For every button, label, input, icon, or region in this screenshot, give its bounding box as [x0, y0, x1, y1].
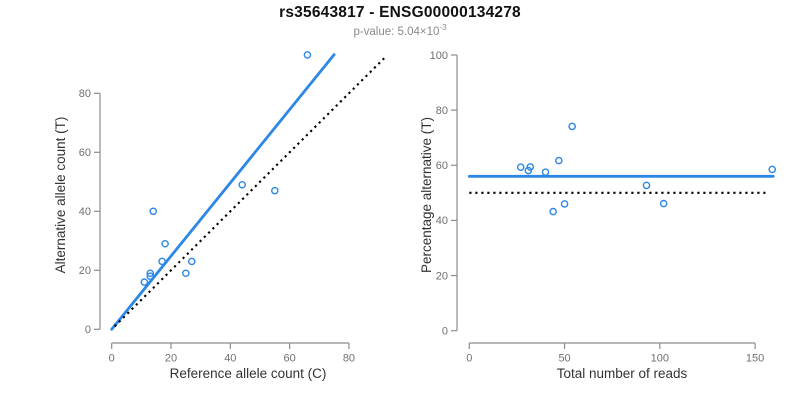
y-tick-label: 60	[436, 160, 448, 172]
x-tick-label: 100	[651, 353, 669, 365]
right-scatter-panel: 0 50 100 150 0 20 40 60 80 100	[430, 50, 777, 365]
y-tick-label: 0	[442, 326, 448, 338]
data-point	[555, 156, 563, 165]
data-point	[146, 272, 155, 280]
x-tick-label: 60	[284, 353, 296, 365]
data-point	[642, 181, 651, 190]
y-tick-label: 40	[79, 206, 91, 218]
chart-subtitle: p-value: 5.04×10-3	[0, 23, 800, 38]
data-point	[158, 257, 166, 266]
left-x-axis-label: Reference allele count (C)	[169, 366, 327, 381]
x-tick-label: 0	[109, 353, 115, 365]
data-point	[271, 186, 279, 195]
x-tick-label: 40	[224, 353, 236, 365]
y-tick-label: 20	[436, 270, 448, 282]
chart-title: rs35643817 - ENSG00000134278	[279, 4, 521, 21]
y-tick-label: 80	[436, 105, 448, 117]
data-point	[303, 51, 312, 59]
y-tick-label: 20	[79, 265, 91, 277]
right-x-axis-label: Total number of reads	[556, 366, 688, 381]
data-point	[140, 278, 149, 286]
data-point	[149, 207, 158, 216]
y-tick-label: 80	[79, 88, 91, 100]
pvalue-text: p-value: 5.04×10	[353, 26, 440, 38]
x-tick-label: 150	[746, 353, 764, 365]
data-point	[187, 257, 196, 266]
data-point	[516, 163, 525, 172]
data-point	[526, 163, 535, 171]
y-tick-label: 60	[79, 147, 91, 159]
data-point	[560, 200, 569, 208]
left-scatter-panel: 0 20 40 60 80 0 20 40 60 80	[79, 51, 387, 365]
data-point	[238, 180, 246, 189]
data-point	[541, 168, 550, 176]
data-point	[549, 207, 557, 216]
y-tick-label: 100	[430, 50, 448, 62]
x-tick-label: 80	[343, 353, 355, 365]
right-y-axis-label: Percentage alternative (T)	[419, 116, 434, 274]
x-tick-label: 20	[165, 353, 177, 365]
y-tick-label: 0	[85, 324, 91, 336]
y-tick-label: 40	[436, 215, 448, 227]
data-point	[768, 165, 777, 174]
data-point	[182, 269, 190, 278]
identity-line	[113, 55, 387, 328]
data-point	[146, 269, 155, 278]
data-point	[568, 122, 576, 131]
data-point	[659, 199, 668, 208]
x-tick-label: 50	[558, 353, 570, 365]
left-y-axis-label: Alternative allele count (T)	[53, 116, 68, 274]
x-tick-label: 0	[466, 353, 472, 365]
data-point	[161, 239, 169, 248]
regression-line	[110, 53, 336, 331]
pvalue-exponent: -3	[439, 23, 447, 33]
